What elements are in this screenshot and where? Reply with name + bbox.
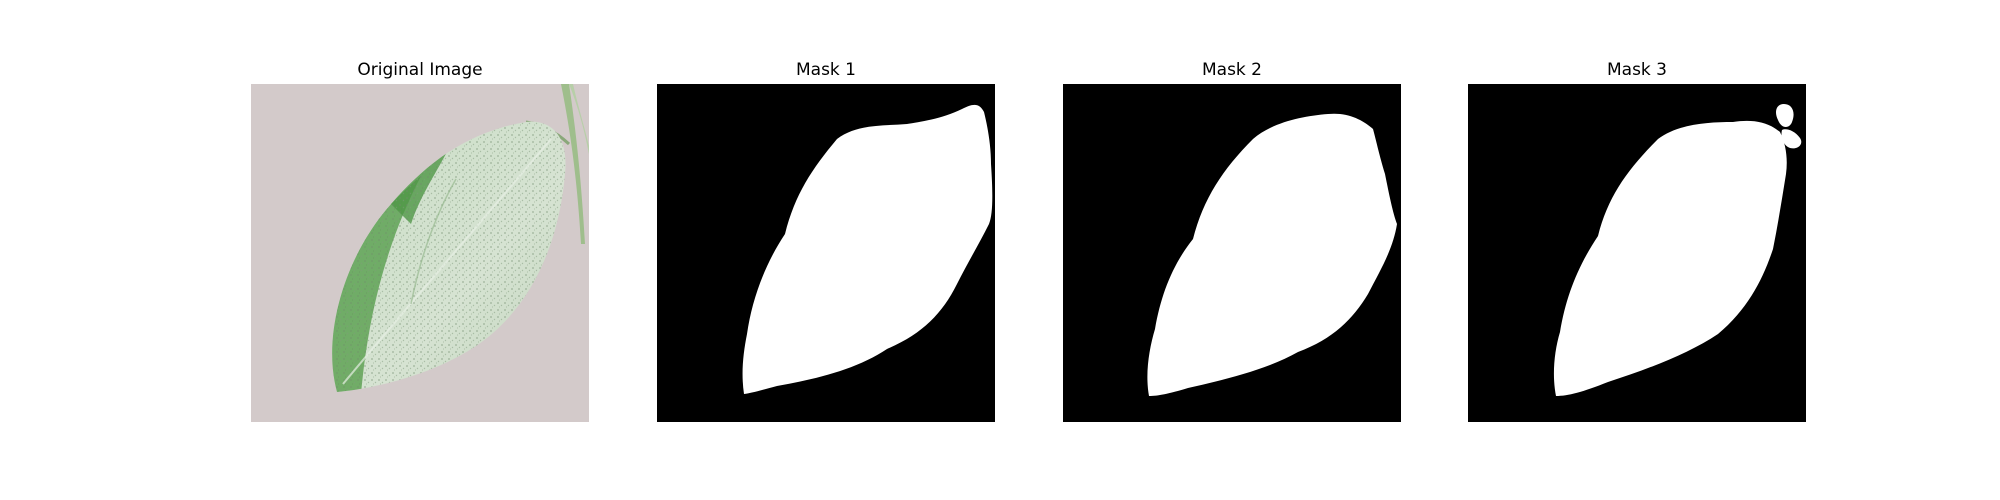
panel-title: Mask 3 <box>1606 60 1667 80</box>
panel-title: Mask 2 <box>1201 60 1262 80</box>
mask-1-image <box>657 84 995 422</box>
panel-title: Mask 1 <box>795 60 856 80</box>
mask-2-image <box>1063 84 1401 422</box>
original-image-panel: Original Image <box>251 60 589 422</box>
mask-3-image <box>1468 84 1806 422</box>
mask-2-panel: Mask 2 <box>1063 60 1401 422</box>
mask-1-panel: Mask 1 <box>657 60 995 422</box>
panel-title: Original Image <box>357 60 483 80</box>
original-leaf-image <box>251 84 589 422</box>
mask-3-panel: Mask 3 <box>1468 60 1806 422</box>
